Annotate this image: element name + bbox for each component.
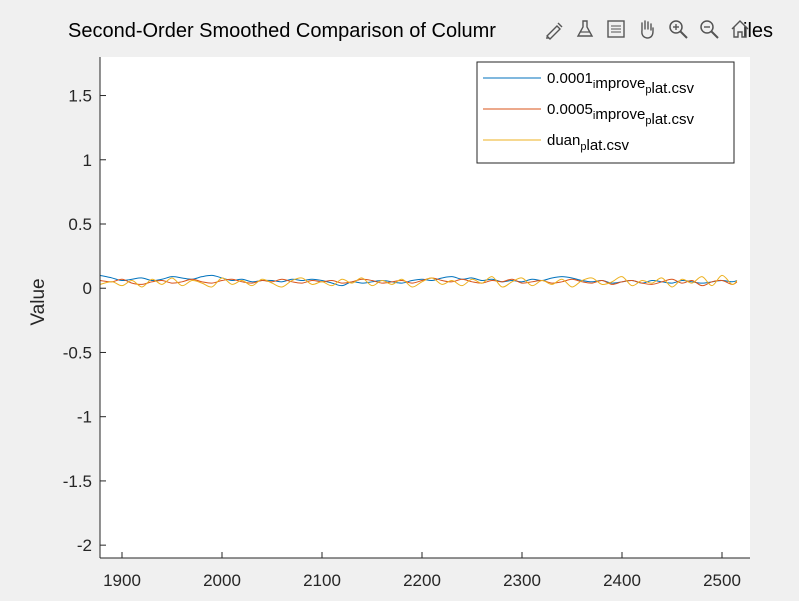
- y-tick-label: 0: [83, 279, 92, 298]
- legend[interactable]: 0.0001improveplat.csv0.0005improveplat.c…: [476, 61, 735, 164]
- x-tick-label: 2500: [703, 571, 741, 590]
- y-tick-label: -0.5: [63, 343, 92, 362]
- x-tick-label: 2000: [203, 571, 241, 590]
- y-tick-label: 1: [83, 151, 92, 170]
- y-tick-label: -1.5: [63, 472, 92, 491]
- series-line-3: [99, 274, 738, 288]
- legend-text: lat.csv: [652, 80, 695, 97]
- legend-text: 0.0001: [547, 70, 593, 87]
- zoom-in-icon[interactable]: [664, 15, 692, 43]
- x-tick-label: 2200: [403, 571, 441, 590]
- legend-subscript: p: [645, 84, 651, 96]
- legend-entry-label: 0.0001improveplat.csv: [547, 70, 695, 97]
- series-line-2: [99, 277, 738, 287]
- legend-subscript: i: [593, 79, 595, 91]
- y-tick-label: 0.5: [68, 215, 92, 234]
- legend-icon[interactable]: [602, 15, 630, 43]
- y-tick-label: -1: [77, 408, 92, 427]
- x-tick-label: 2300: [503, 571, 541, 590]
- x-tick-label: 1900: [103, 571, 141, 590]
- legend-subscript: i: [593, 110, 595, 122]
- legend-text: 0.0005: [547, 101, 593, 118]
- axes-toolbar: [540, 14, 754, 44]
- pan-hand-icon[interactable]: [633, 15, 661, 43]
- legend-text: duan: [547, 132, 580, 149]
- y-tick-label: 1.5: [68, 87, 92, 106]
- x-tick-label: 2100: [303, 571, 341, 590]
- legend-entry-label: 0.0005improveplat.csv: [547, 101, 695, 128]
- x-axis: 1900 2000 2100 2200 2300 2400 2500: [103, 552, 741, 590]
- chart-title: Second-Order Smoothed Comparison of Colu…: [68, 20, 496, 42]
- legend-text: lat.csv: [587, 137, 630, 154]
- legend-entry-label: duanplat.csv: [547, 132, 630, 154]
- chart-title-tail: iles: [743, 20, 773, 42]
- y-axis-label: Value: [28, 278, 49, 325]
- legend-subscript: p: [580, 141, 586, 153]
- home-icon[interactable]: [726, 15, 754, 43]
- legend-subscript: p: [645, 115, 651, 127]
- x-tick-label: 2400: [603, 571, 641, 590]
- data-tips-icon[interactable]: [571, 15, 599, 43]
- legend-text: lat.csv: [652, 111, 695, 128]
- y-axis: 1.5 1 0.5 0 -0.5 -1 -1.5 -2: [63, 87, 106, 555]
- brush-edit-icon[interactable]: [540, 15, 568, 43]
- legend-box: [476, 61, 735, 164]
- legend-text: mprove: [595, 106, 645, 123]
- zoom-out-icon[interactable]: [695, 15, 723, 43]
- legend-text: mprove: [595, 75, 645, 92]
- y-tick-label: -2: [77, 536, 92, 555]
- series-lines: [99, 274, 738, 288]
